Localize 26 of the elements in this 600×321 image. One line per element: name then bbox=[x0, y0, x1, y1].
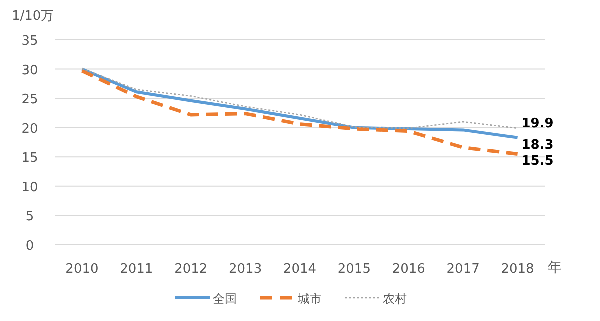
y-tick-label: 5 bbox=[26, 210, 34, 225]
x-tick-label: 2015 bbox=[338, 262, 371, 277]
x-axis-title: 年 bbox=[548, 260, 562, 276]
x-tick-label: 2011 bbox=[120, 262, 154, 277]
y-tick-label: 20 bbox=[22, 122, 38, 137]
y-tick-label: 35 bbox=[22, 34, 38, 49]
y-axis-title: 1/10万 bbox=[12, 9, 54, 24]
data-label: 18.3 bbox=[522, 138, 554, 153]
x-tick-label: 2010 bbox=[66, 262, 99, 277]
y-tick-label: 30 bbox=[22, 63, 38, 78]
x-tick-label: 2013 bbox=[229, 262, 262, 277]
y-tick-label: 15 bbox=[22, 151, 38, 166]
x-tick-label: 2018 bbox=[501, 262, 534, 277]
x-tick-label: 2017 bbox=[446, 262, 480, 277]
x-tick-label: 2014 bbox=[283, 262, 317, 277]
x-tick-label: 2016 bbox=[392, 262, 426, 277]
y-tick-label: 25 bbox=[22, 92, 38, 108]
legend-label: 全国 bbox=[213, 292, 237, 306]
data-label: 15.5 bbox=[522, 154, 554, 170]
y-tick-label: 0 bbox=[26, 239, 34, 254]
y-tick-label: 10 bbox=[22, 180, 38, 196]
x-tick-label: 2012 bbox=[174, 262, 208, 277]
legend-label: 城市 bbox=[297, 292, 322, 306]
legend-label: 农村 bbox=[383, 292, 407, 306]
data-label: 19.9 bbox=[522, 116, 554, 132]
line-series bbox=[80, 69, 520, 156]
